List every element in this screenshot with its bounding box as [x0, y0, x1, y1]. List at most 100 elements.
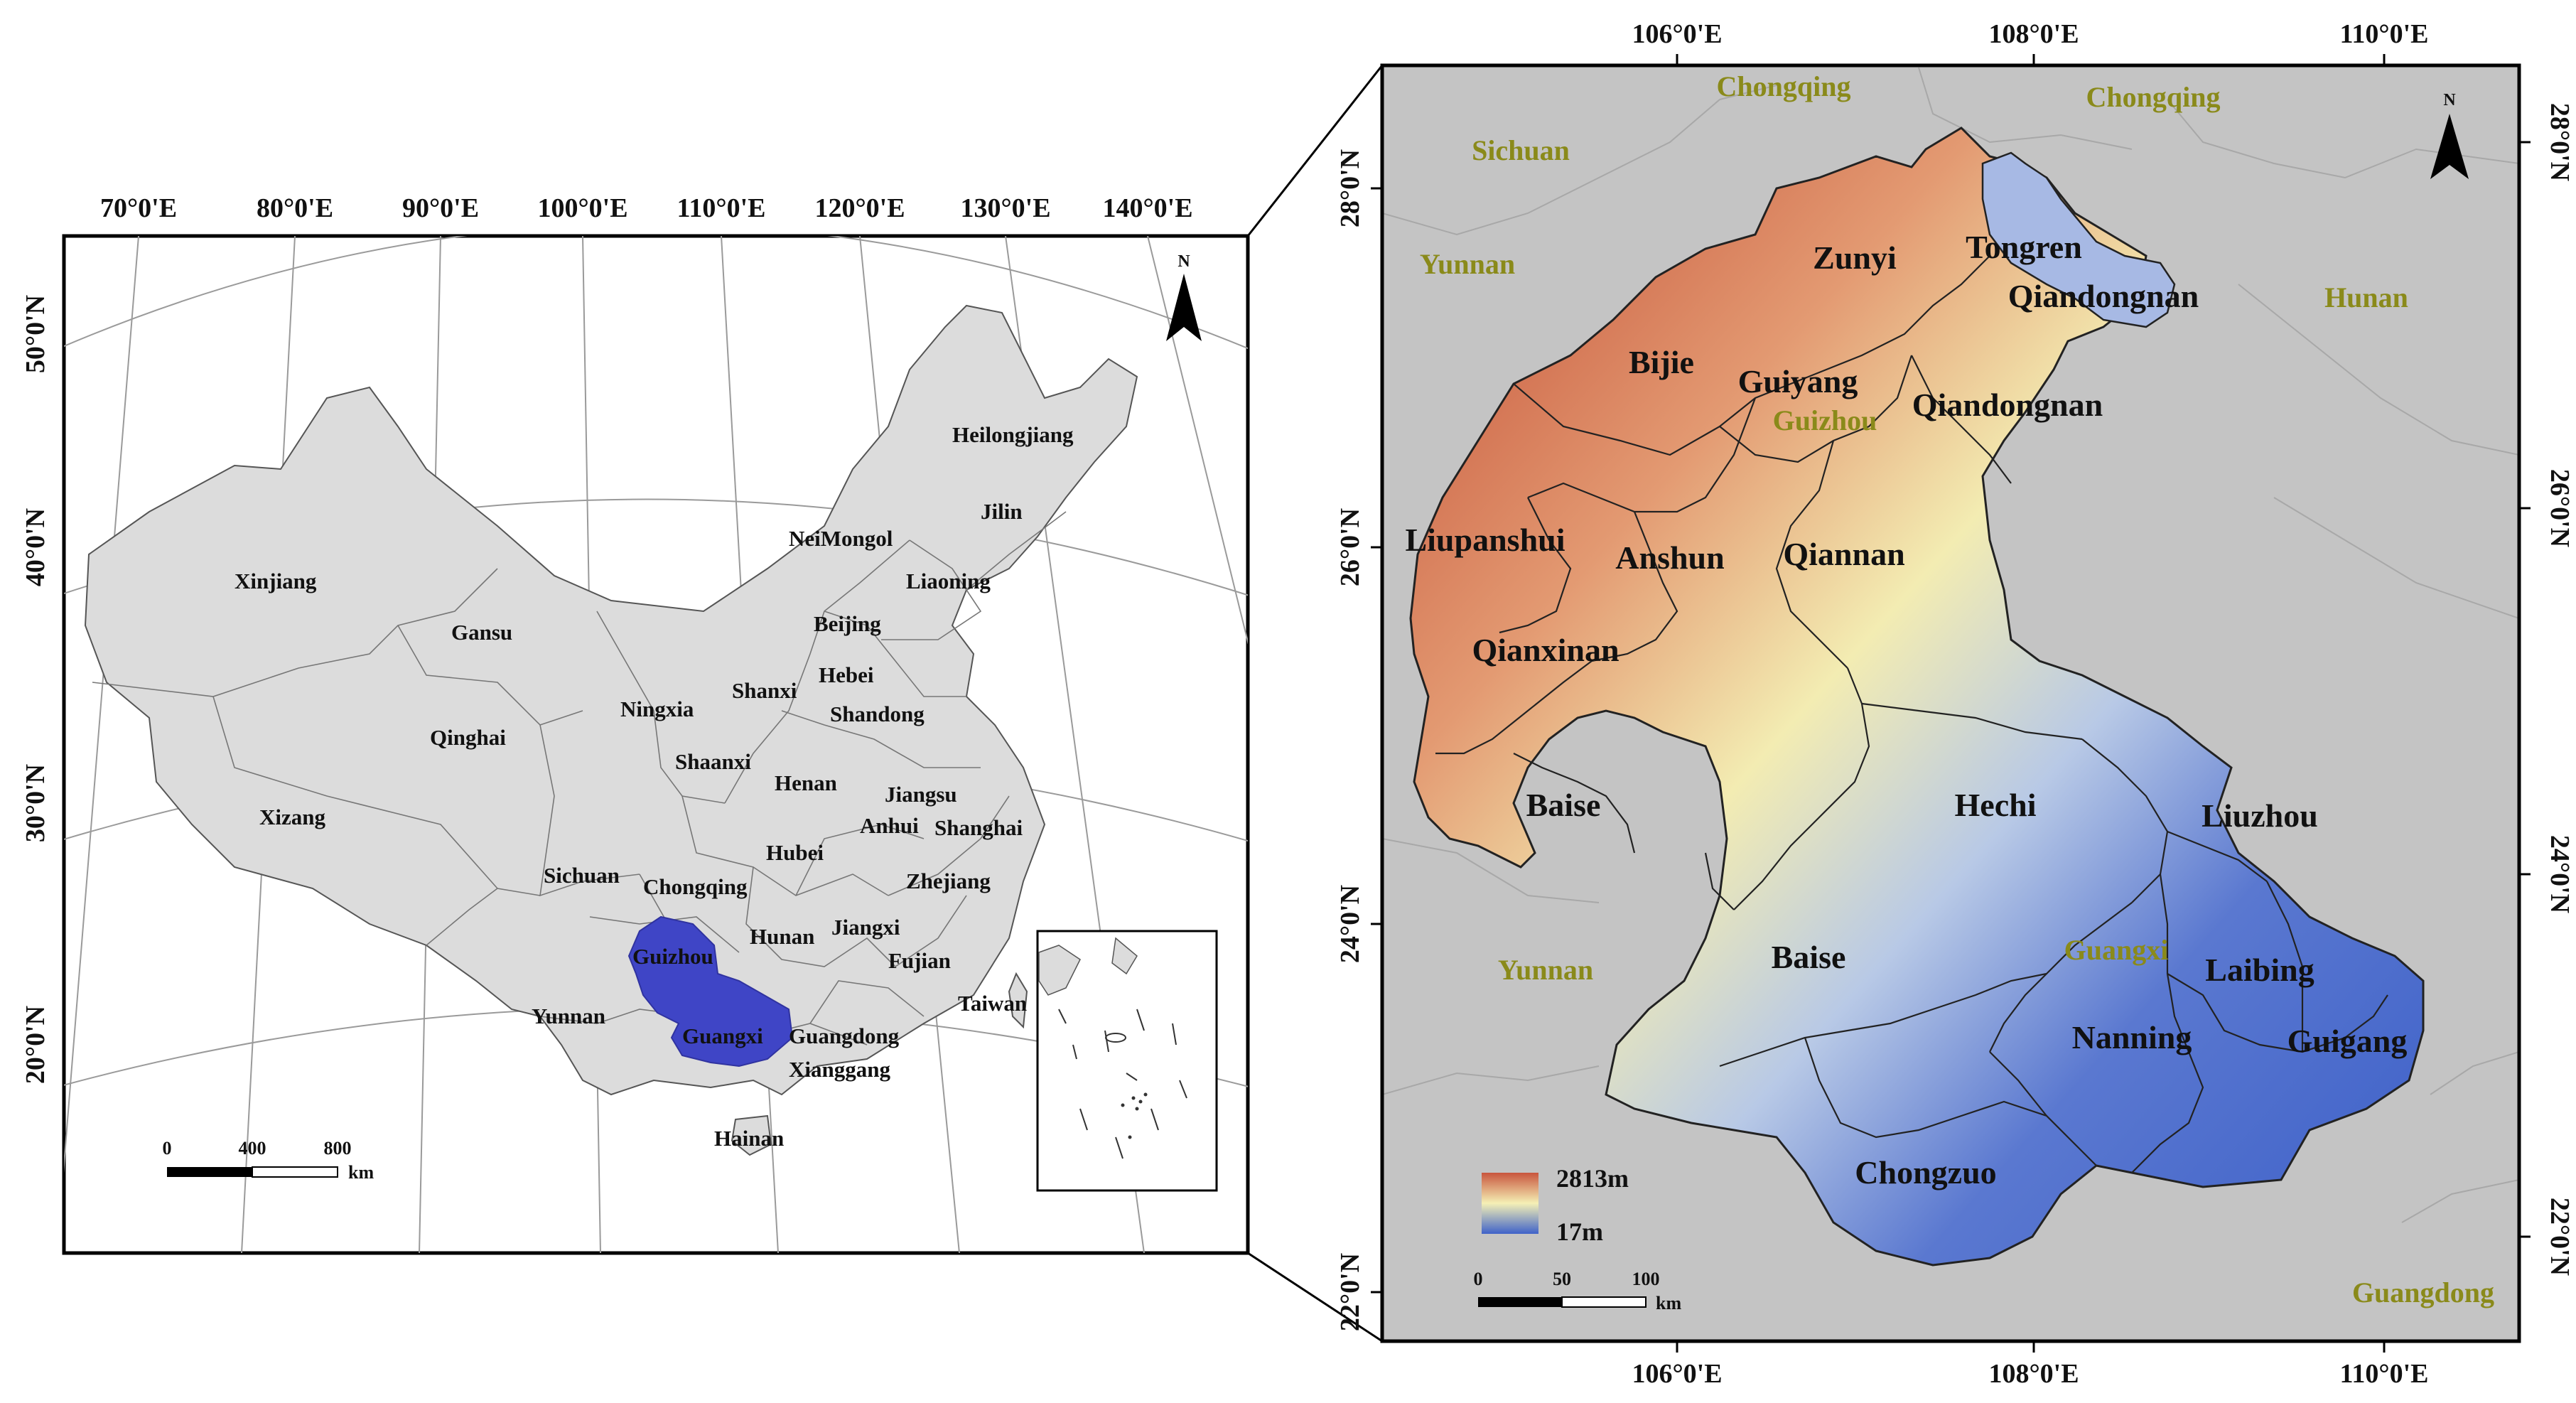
province-label: Hainan — [714, 1126, 784, 1151]
province-label: Sichuan — [544, 863, 620, 888]
frame-ticks — [1371, 54, 2531, 1353]
lat-label: 28°0'N — [1335, 149, 1365, 227]
lon-label: 130°0'E — [960, 193, 1050, 223]
neighbor-borders — [1382, 67, 2519, 1223]
province-label: Zhejiang — [906, 869, 991, 893]
province-label: Liaoning — [906, 569, 991, 593]
scale-tick-0: 0 — [1474, 1269, 1483, 1289]
lon-label: 106°0'E — [1632, 1359, 1722, 1389]
lat-label: 24°0'N — [2545, 835, 2575, 913]
province-label: Guangxi — [682, 1023, 763, 1048]
lat-label: 28°0'N — [2545, 103, 2575, 181]
neighbor-label: Yunnan — [1420, 248, 1515, 280]
legend-low-label: 17m — [1556, 1217, 1603, 1246]
study-area-guizhou-guangxi — [627, 915, 794, 1068]
scale-unit: km — [348, 1162, 374, 1183]
province-label: Taiwan — [958, 991, 1027, 1016]
scale-tick-2: 800 — [324, 1138, 352, 1159]
province-label: Qinghai — [430, 725, 506, 750]
province-labels: Heilongjiang Jilin Liaoning NeiMongol Be… — [235, 422, 1074, 1151]
city-label: Baise — [1772, 939, 1846, 975]
province-label: Jilin — [981, 499, 1023, 524]
lat-label: 40°0'N — [21, 508, 50, 586]
province-label: Chongqing — [643, 874, 748, 899]
province-label: Yunnan — [532, 1004, 605, 1028]
legend-high-label: 2813m — [1556, 1164, 1629, 1193]
taiwan-island — [1008, 972, 1028, 1029]
city-label: Hechi — [1955, 787, 2037, 823]
lon-label: 106°0'E — [1632, 19, 1722, 49]
city-labels: Zunyi Tongren Qiandongnan Bijie Guiyang … — [1405, 229, 2407, 1190]
lat-label: 24°0'N — [1335, 885, 1365, 963]
neighbor-labels: Chongqing Chongqing Sichuan Yunnan Hunan… — [1420, 70, 2494, 1308]
province-label: Guizhou — [1773, 404, 1877, 436]
province-label: Hunan — [750, 924, 814, 949]
lon-label: 110°0'E — [2339, 1359, 2428, 1389]
scale-tick-2: 100 — [1632, 1269, 1660, 1289]
province-label: Guangdong — [789, 1023, 900, 1048]
lon-label: 80°0'E — [257, 193, 333, 223]
province-label: Heilongjiang — [952, 422, 1074, 447]
lon-label: 90°0'E — [402, 193, 479, 223]
connector-lines — [1246, 65, 1384, 1343]
province-label: Jiangsu — [885, 782, 957, 807]
city-label: Qiandongnan — [2008, 278, 2199, 314]
province-label: Fujian — [888, 948, 951, 973]
lon-label: 110°0'E — [2339, 19, 2428, 49]
lat-label: 26°0'N — [2545, 469, 2575, 547]
right-lat-labels-left: 28°0'N 26°0'N 24°0'N 22°0'N — [1335, 149, 1365, 1331]
province-label: Hubei — [766, 840, 824, 865]
lat-label: 22°0'N — [1335, 1253, 1365, 1331]
lon-label: 100°0'E — [537, 193, 627, 223]
lat-label: 26°0'N — [1335, 508, 1365, 586]
lon-label: 108°0'E — [1988, 19, 2079, 49]
lat-label: 50°0'N — [21, 295, 50, 373]
city-label: Zunyi — [1813, 240, 1897, 276]
elevation-legend: 2813m 17m — [1482, 1164, 1629, 1246]
city-label: Baise — [1526, 787, 1601, 823]
province-label: Xianggang — [789, 1057, 890, 1082]
province-label: Hebei — [819, 662, 874, 687]
province-label: Guizhou — [632, 944, 713, 969]
province-label: Henan — [775, 770, 837, 795]
right-lon-labels-bottom: 106°0'E 108°0'E 110°0'E — [1632, 1359, 2428, 1389]
scale-tick-0: 0 — [163, 1138, 172, 1159]
province-label: Ningxia — [620, 697, 694, 721]
north-label-right: N — [2443, 91, 2456, 109]
scale-bar-left: 0 400 800 km — [163, 1138, 374, 1183]
study-area-relief-map: 106°0'E 108°0'E 110°0'E 106°0'E 108°0'E … — [1335, 19, 2575, 1389]
city-label: Bijie — [1629, 344, 1694, 380]
province-label: Shandong — [830, 702, 925, 726]
province-label: Guangxi — [2064, 934, 2169, 966]
hainan-island — [731, 1114, 772, 1156]
province-label: Shanghai — [934, 815, 1023, 840]
province-label: Xizang — [259, 805, 326, 829]
city-label: Qiannan — [1783, 536, 1904, 572]
lon-label: 120°0'E — [814, 193, 905, 223]
province-label: Xinjiang — [235, 569, 317, 593]
lon-label: 108°0'E — [1988, 1359, 2079, 1389]
scale-tick-1: 400 — [239, 1138, 266, 1159]
province-label: NeiMongol — [789, 526, 893, 551]
neighbor-label: Chongqing — [2086, 81, 2221, 113]
scale-bar-right: 0 50 100 km — [1474, 1269, 1682, 1313]
south-china-sea-inset — [1036, 930, 1218, 1192]
city-label: Anshun — [1615, 539, 1724, 576]
study-province-labels: Guizhou Guangxi — [1773, 404, 2169, 966]
province-label: Shaanxi — [675, 749, 751, 774]
relief-area — [1409, 127, 2425, 1267]
city-label: Liuzhou — [2202, 797, 2318, 834]
lon-label: 110°0'E — [677, 193, 765, 223]
scale-tick-1: 50 — [1553, 1269, 1571, 1289]
left-lon-labels: 70°0'E 80°0'E 90°0'E 100°0'E 110°0'E 120… — [100, 193, 1193, 223]
city-label: Qiandongnan — [1912, 387, 2103, 423]
province-label: Gansu — [451, 620, 512, 645]
city-label: Guiyang — [1738, 363, 1858, 399]
city-label: Qianxinan — [1472, 632, 1619, 668]
right-lon-labels-top: 106°0'E 108°0'E 110°0'E — [1632, 19, 2428, 49]
neighbor-label: Yunnan — [1498, 954, 1593, 986]
lon-label: 140°0'E — [1102, 193, 1192, 223]
neighbor-label: Hunan — [2324, 281, 2408, 313]
city-label: Nanning — [2072, 1019, 2192, 1055]
province-label: Jiangxi — [831, 915, 900, 940]
